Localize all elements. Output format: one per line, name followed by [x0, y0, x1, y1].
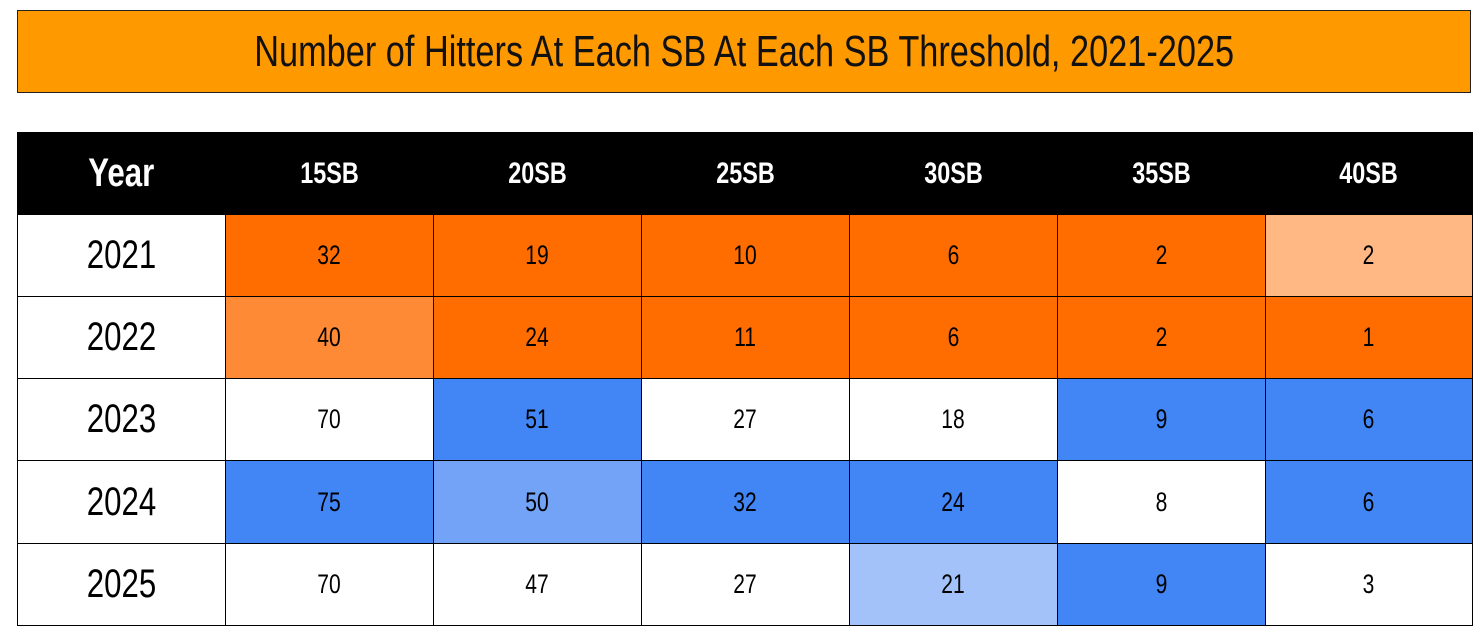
value-cell: 24 [433, 296, 642, 379]
value-cell-text: 32 [733, 486, 758, 517]
header-cell: 35SB [1057, 132, 1266, 215]
value-cell-text: 50 [525, 486, 550, 517]
value-cell: 70 [225, 378, 434, 461]
header-cell: 15SB [225, 132, 434, 215]
value-cell: 40 [225, 296, 434, 379]
year-cell-text: 2021 [86, 233, 157, 277]
value-cell: 27 [641, 378, 850, 461]
year-cell: 2022 [17, 296, 226, 379]
table: Year 15SB 20SB 25SB 30SB 35SB 40SB 2021 32 19 10 6 2… [17, 132, 1473, 626]
year-cell: 2023 [17, 378, 226, 461]
header-cell-text: 35SB [1132, 156, 1191, 190]
value-cell: 47 [433, 543, 642, 626]
title-banner: Number of Hitters At Each SB At Each SB … [17, 10, 1471, 93]
value-cell-text: 19 [525, 240, 550, 270]
value-cell-text: 6 [1363, 486, 1375, 517]
value-cell-text: 6 [947, 240, 960, 270]
value-cell-text: 6 [1363, 404, 1375, 434]
value-cell-text: 21 [941, 569, 966, 599]
header-cell-text: 20SB [508, 156, 567, 190]
value-cell: 6 [849, 214, 1058, 297]
value-cell-text: 47 [525, 569, 550, 599]
value-cell-text: 24 [525, 322, 550, 352]
value-cell: 9 [1057, 543, 1266, 626]
header-cell-text: 15SB [300, 156, 359, 190]
value-cell-text: 18 [941, 404, 966, 434]
header-cell: Year [17, 132, 226, 215]
year-cell: 2021 [17, 214, 226, 297]
value-cell-text: 10 [733, 240, 758, 270]
value-cell: 8 [1057, 460, 1266, 544]
header-cell: 20SB [433, 132, 642, 215]
value-cell-text: 70 [317, 404, 342, 434]
value-cell-text: 40 [317, 322, 342, 352]
value-cell: 27 [641, 543, 850, 626]
value-cell: 6 [849, 296, 1058, 379]
year-cell: 2025 [17, 543, 226, 626]
value-cell: 24 [849, 460, 1058, 544]
header-cell: 25SB [641, 132, 850, 215]
value-cell-text: 9 [1155, 404, 1168, 434]
value-cell-text: 70 [317, 569, 342, 599]
value-cell-text: 8 [1155, 486, 1168, 517]
value-cell: 2 [1057, 296, 1266, 379]
value-cell-text: 2 [1155, 322, 1168, 352]
value-cell: 3 [1265, 543, 1473, 626]
value-cell: 6 [1265, 378, 1473, 461]
value-cell-text: 2 [1363, 240, 1375, 270]
value-cell-text: 9 [1155, 569, 1168, 599]
value-cell: 18 [849, 378, 1058, 461]
header-cell-text: 30SB [924, 156, 983, 190]
value-cell: 21 [849, 543, 1058, 626]
value-cell-text: 3 [1363, 569, 1375, 599]
value-cell-text: 27 [733, 404, 758, 434]
year-cell-text: 2022 [86, 315, 157, 359]
header-cell: 40SB [1265, 132, 1473, 215]
value-cell: 10 [641, 214, 850, 297]
header-cell-text: 40SB [1339, 156, 1399, 190]
value-cell-text: 32 [317, 240, 342, 270]
value-cell-text: 11 [734, 322, 757, 352]
header-cell: 30SB [849, 132, 1058, 215]
value-cell: 75 [225, 460, 434, 544]
value-cell: 2 [1057, 214, 1266, 297]
year-cell-text: 2024 [86, 479, 157, 524]
value-cell: 70 [225, 543, 434, 626]
value-cell: 6 [1265, 460, 1473, 544]
value-cell: 19 [433, 214, 642, 297]
value-cell-text: 6 [947, 322, 960, 352]
value-cell-text: 2 [1155, 240, 1168, 270]
value-cell: 9 [1057, 378, 1266, 461]
title: Number of Hitters At Each SB At Each SB … [254, 26, 1234, 76]
year-cell-text: 2023 [86, 397, 157, 441]
value-cell-text: 75 [317, 486, 342, 517]
value-cell: 11 [641, 296, 850, 379]
year-cell-text: 2025 [86, 562, 157, 606]
value-cell: 50 [433, 460, 642, 544]
header-cell-text: 25SB [716, 156, 775, 190]
value-cell: 1 [1265, 296, 1473, 379]
value-cell: 51 [433, 378, 642, 461]
header-cell-text: Year [88, 151, 155, 195]
value-cell-text: 1 [1363, 322, 1375, 352]
value-cell: 32 [641, 460, 850, 544]
value-cell: 32 [225, 214, 434, 297]
year-cell: 2024 [17, 460, 226, 544]
value-cell: 2 [1265, 214, 1473, 297]
value-cell-text: 24 [941, 486, 966, 517]
value-cell-text: 27 [733, 569, 758, 599]
value-cell-text: 51 [525, 404, 550, 434]
